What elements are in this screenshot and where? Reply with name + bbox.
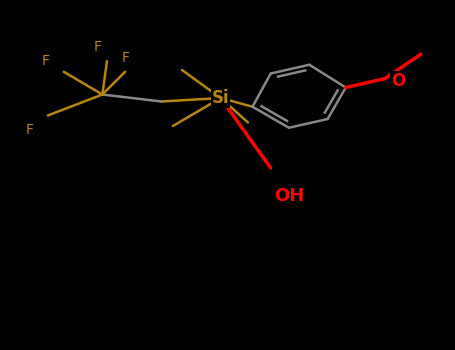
Text: F: F: [41, 54, 50, 68]
Text: O: O: [391, 71, 405, 90]
Text: Si: Si: [212, 89, 229, 107]
Text: F: F: [121, 51, 129, 65]
Text: F: F: [94, 40, 102, 54]
Text: OH: OH: [274, 187, 304, 205]
Text: F: F: [25, 122, 34, 136]
